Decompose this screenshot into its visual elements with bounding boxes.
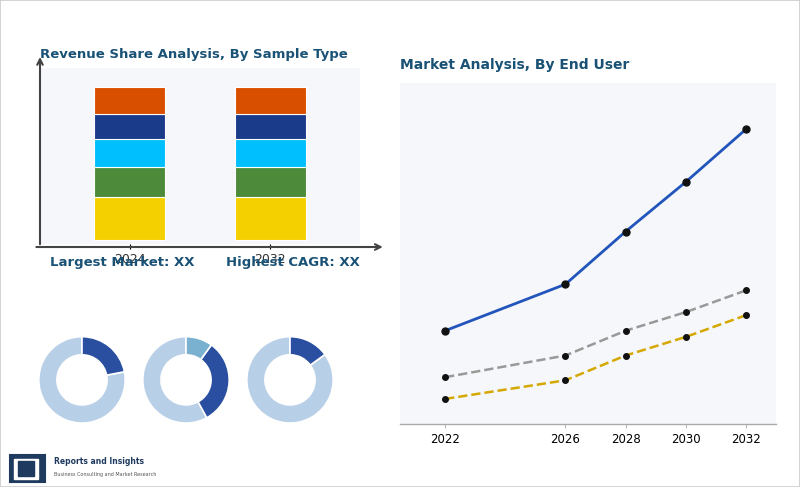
Text: Largest Market: XX: Largest Market: XX xyxy=(50,256,194,269)
Bar xyxy=(235,87,306,114)
Bar xyxy=(235,139,306,167)
Bar xyxy=(235,167,306,197)
Bar xyxy=(94,114,165,139)
FancyBboxPatch shape xyxy=(18,461,34,476)
Text: GLOBAL LIQUID BIOPSY MARKET SEGMENT ANALYSIS: GLOBAL LIQUID BIOPSY MARKET SEGMENT ANAL… xyxy=(14,21,491,37)
Text: Highest CAGR: XX: Highest CAGR: XX xyxy=(226,256,359,269)
Text: Market Analysis, By End User: Market Analysis, By End User xyxy=(400,58,630,72)
Bar xyxy=(235,114,306,139)
Wedge shape xyxy=(82,337,125,375)
Text: Revenue Share Analysis, By Sample Type: Revenue Share Analysis, By Sample Type xyxy=(40,49,348,61)
Wedge shape xyxy=(186,337,211,359)
FancyBboxPatch shape xyxy=(10,455,45,482)
Wedge shape xyxy=(143,337,207,423)
Bar xyxy=(235,197,306,241)
Wedge shape xyxy=(247,337,333,423)
Text: Reports and Insights: Reports and Insights xyxy=(54,457,144,466)
Wedge shape xyxy=(39,337,125,423)
Wedge shape xyxy=(198,345,229,418)
FancyBboxPatch shape xyxy=(14,459,38,479)
Bar xyxy=(94,139,165,167)
Bar xyxy=(94,197,165,241)
Wedge shape xyxy=(290,337,325,365)
Text: Business Consulting and Market Research: Business Consulting and Market Research xyxy=(54,472,156,477)
Bar xyxy=(94,87,165,114)
Bar xyxy=(94,167,165,197)
